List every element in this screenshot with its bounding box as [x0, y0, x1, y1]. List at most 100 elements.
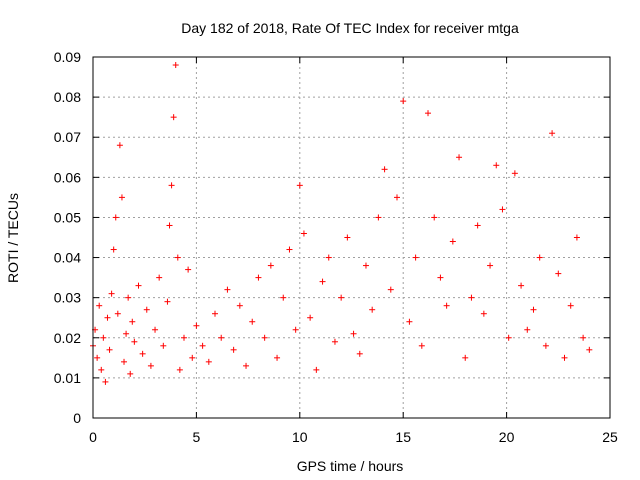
- data-point: [131, 338, 138, 345]
- data-point: [236, 302, 243, 309]
- data-point: [166, 222, 173, 229]
- data-point: [156, 274, 163, 281]
- data-point: [356, 350, 363, 357]
- data-point: [135, 282, 142, 289]
- x-axis-label: GPS time / hours: [297, 458, 404, 474]
- x-tick-label: 15: [395, 429, 411, 445]
- data-point: [180, 334, 187, 341]
- data-point: [100, 334, 107, 341]
- data-point: [108, 290, 115, 297]
- data-point: [274, 354, 281, 361]
- data-point: [125, 294, 132, 301]
- data-point: [147, 362, 154, 369]
- data-point: [286, 246, 293, 253]
- data-point: [280, 294, 287, 301]
- y-tick-label: 0.03: [54, 290, 81, 306]
- data-point: [139, 350, 146, 357]
- data-point: [369, 306, 376, 313]
- y-tick-label: 0.07: [54, 129, 81, 145]
- data-point: [123, 330, 130, 337]
- data-point: [561, 354, 568, 361]
- grid: [93, 57, 610, 418]
- data-point: [129, 318, 136, 325]
- axis-ticks: 0 0.01 0.02 0.03 0.04 0.05 0.06 0.07 0.08 0.09 0 5 1…: [54, 49, 618, 445]
- data-point: [338, 294, 345, 301]
- data-point: [98, 366, 105, 373]
- data-point: [185, 266, 192, 273]
- data-point: [480, 310, 487, 317]
- data-point: [387, 286, 394, 293]
- data-point: [437, 274, 444, 281]
- data-point: [462, 354, 469, 361]
- data-point: [300, 230, 307, 237]
- data-point: [121, 358, 128, 365]
- data-point: [94, 354, 101, 361]
- data-point: [487, 262, 494, 269]
- y-tick-label: 0.04: [54, 250, 81, 266]
- data-point: [505, 334, 512, 341]
- data-point: [243, 362, 250, 369]
- data-point: [350, 330, 357, 337]
- data-point: [114, 310, 121, 317]
- data-point: [249, 318, 256, 325]
- y-tick-label: 0: [73, 410, 81, 426]
- data-point: [542, 342, 549, 349]
- data-point: [406, 318, 413, 325]
- data-point: [102, 378, 109, 385]
- data-point: [212, 310, 219, 317]
- data-point: [468, 294, 475, 301]
- data-point: [418, 342, 425, 349]
- data-point: [110, 246, 117, 253]
- data-point: [536, 254, 543, 261]
- x-tick-label: 25: [602, 429, 618, 445]
- data-point: [443, 302, 450, 309]
- data-point: [319, 278, 326, 285]
- data-point: [218, 334, 225, 341]
- data-point: [381, 166, 388, 173]
- data-point: [170, 114, 177, 121]
- y-axis-label: ROTI / TECUs: [5, 193, 21, 283]
- data-point: [313, 366, 320, 373]
- data-point: [474, 222, 481, 229]
- data-point: [431, 214, 438, 221]
- data-point: [174, 254, 181, 261]
- chart-title: Day 182 of 2018, Rate Of TEC Index for r…: [181, 20, 519, 36]
- data-point: [172, 62, 179, 69]
- data-point: [261, 334, 268, 341]
- data-point: [586, 346, 593, 353]
- data-point: [152, 326, 159, 333]
- data-point: [425, 110, 432, 117]
- data-point: [255, 274, 262, 281]
- y-tick-label: 0.09: [54, 49, 81, 65]
- data-point: [143, 306, 150, 313]
- data-point: [230, 346, 237, 353]
- data-point: [160, 342, 167, 349]
- data-point: [193, 322, 200, 329]
- data-point: [292, 326, 299, 333]
- data-point: [331, 338, 338, 345]
- data-point: [344, 234, 351, 241]
- data-point: [116, 142, 123, 149]
- y-tick-label: 0.02: [54, 330, 81, 346]
- data-point: [573, 234, 580, 241]
- x-tick-label: 10: [292, 429, 308, 445]
- data-point: [267, 262, 274, 269]
- data-point: [296, 182, 303, 189]
- data-point: [400, 98, 407, 105]
- data-point: [493, 162, 500, 169]
- data-point: [199, 342, 206, 349]
- data-point: [106, 346, 113, 353]
- plot-frame: [92, 56, 611, 419]
- data-point: [375, 214, 382, 221]
- data-point: [205, 358, 212, 365]
- data-point: [176, 366, 183, 373]
- data-point: [518, 282, 525, 289]
- data-point: [530, 306, 537, 313]
- data-point: [104, 314, 111, 321]
- data-point: [168, 182, 175, 189]
- data-point: [127, 370, 134, 377]
- data-point: [393, 194, 400, 201]
- data-point: [189, 354, 196, 361]
- data-point: [549, 130, 556, 137]
